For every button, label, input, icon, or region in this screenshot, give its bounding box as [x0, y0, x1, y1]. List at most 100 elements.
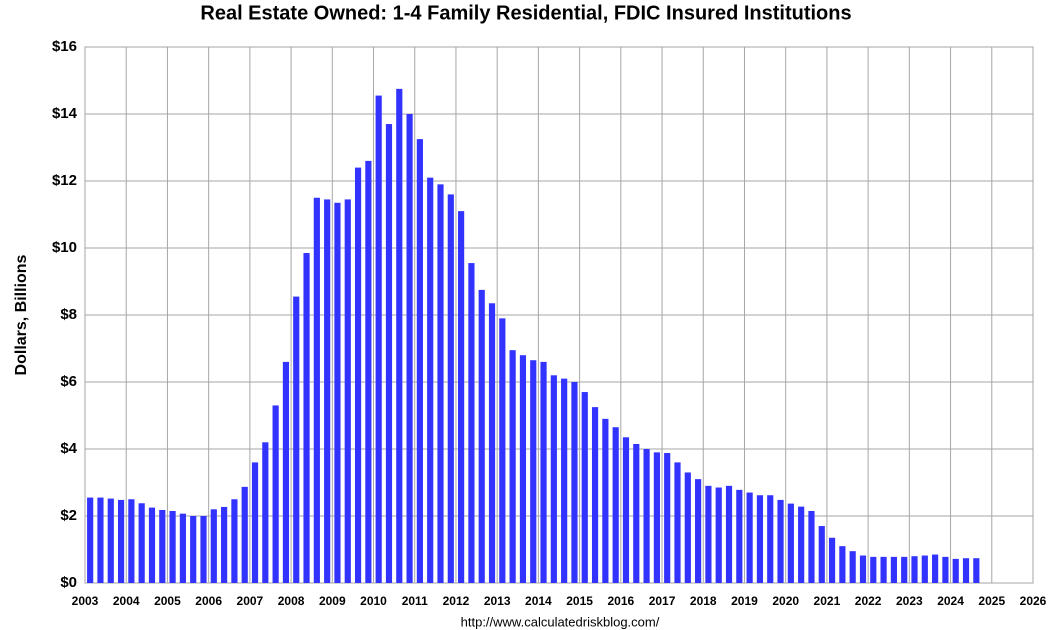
bar	[921, 555, 928, 583]
bar	[622, 437, 630, 583]
bar	[932, 554, 939, 583]
bar	[210, 509, 217, 583]
x-tick-label: 2007	[237, 594, 264, 608]
x-tick-label: 2021	[814, 594, 841, 608]
bar	[767, 495, 774, 583]
bar	[777, 499, 784, 583]
x-tick-label: 2012	[443, 594, 470, 608]
bar	[725, 485, 733, 583]
bar	[87, 497, 94, 583]
bar	[385, 124, 393, 584]
bar	[509, 350, 516, 583]
source: http://www.calculatedriskblog.com/	[461, 614, 660, 629]
bar	[550, 375, 557, 583]
bar	[818, 526, 825, 583]
x-tick-label: 2017	[649, 594, 676, 608]
bar	[695, 479, 702, 583]
y-tick-label: $6	[60, 373, 77, 390]
bar	[530, 360, 537, 583]
bar	[591, 407, 599, 583]
x-tick-label: 2010	[360, 594, 387, 608]
bar	[427, 177, 434, 583]
x-tick-label: 2008	[278, 594, 305, 608]
x-tick-label: 2009	[319, 594, 346, 608]
bar	[354, 167, 362, 583]
x-tick-label: 2024	[937, 594, 964, 608]
bar	[293, 296, 300, 583]
bar	[901, 556, 908, 583]
bar	[324, 199, 331, 584]
bar	[880, 556, 887, 583]
bar	[375, 95, 382, 583]
bar	[571, 382, 578, 583]
bar	[117, 499, 125, 583]
bar	[952, 558, 959, 583]
bar	[272, 405, 279, 583]
x-tick-label: 2005	[154, 594, 181, 608]
x-tick-label: 2003	[72, 594, 99, 608]
x-tick-label: 2016	[607, 594, 634, 608]
bar	[478, 289, 485, 583]
bar	[138, 503, 145, 583]
x-tick-label: 2018	[690, 594, 717, 608]
bar	[561, 378, 568, 583]
y-tick-label: $10	[52, 239, 77, 256]
bar	[128, 499, 135, 583]
y-tick-label: $2	[60, 507, 77, 524]
bar	[540, 361, 547, 583]
bar	[97, 497, 104, 583]
x-tick-label: 2025	[978, 594, 1005, 608]
x-tick-label: 2011	[402, 594, 428, 608]
bar	[251, 462, 259, 583]
x-tick-label: 2004	[113, 594, 140, 608]
bar	[849, 551, 856, 583]
bar	[911, 556, 918, 583]
x-tick-label: 2020	[772, 594, 799, 608]
x-tick-label: 2006	[195, 594, 222, 608]
bar	[190, 516, 197, 583]
bar	[859, 555, 867, 583]
bar	[798, 506, 805, 583]
bar	[602, 418, 609, 583]
bar	[458, 211, 465, 583]
y-tick-label: $16	[52, 38, 77, 55]
y-tick-label: $4	[60, 440, 77, 457]
bar	[499, 318, 506, 583]
bar	[942, 556, 949, 583]
bar	[653, 452, 660, 583]
y-tick-label: $14	[52, 105, 78, 122]
bar	[148, 507, 156, 583]
bar	[334, 202, 341, 583]
bar	[643, 449, 650, 583]
bar	[808, 510, 815, 583]
bar	[303, 253, 310, 583]
bar	[313, 197, 320, 583]
y-tick-label: $0	[60, 574, 77, 591]
bar	[169, 510, 176, 583]
x-tick-label: 2014	[525, 594, 552, 608]
bar	[890, 556, 897, 583]
bar	[231, 499, 238, 583]
bar	[839, 546, 846, 583]
x-tick-label: 2022	[855, 594, 882, 608]
bar	[870, 556, 877, 583]
bar	[519, 355, 527, 583]
bar	[107, 498, 114, 583]
bar	[746, 492, 753, 583]
bar	[664, 453, 671, 583]
bar	[674, 462, 681, 583]
bar	[282, 361, 290, 583]
y-tick-label: $12	[52, 172, 77, 189]
bar	[406, 114, 413, 583]
bar	[468, 263, 475, 583]
bar	[828, 537, 836, 583]
bar	[179, 513, 186, 583]
x-tick-label: 2013	[484, 594, 511, 608]
x-tick-label: 2023	[896, 594, 923, 608]
chart-title: Real Estate Owned: 1-4 Family Residentia…	[200, 2, 851, 24]
bar	[705, 485, 712, 583]
bar	[715, 487, 722, 583]
bar	[962, 558, 970, 583]
x-tick-label: 2019	[731, 594, 758, 608]
